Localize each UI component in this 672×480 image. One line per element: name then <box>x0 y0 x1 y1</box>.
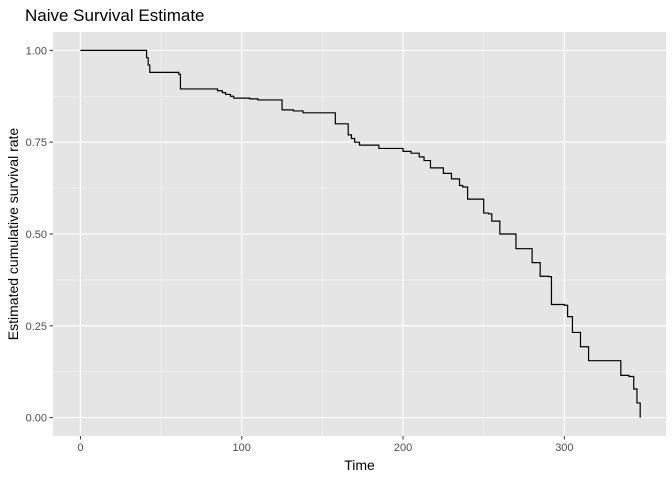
x-tick-label: 0 <box>77 442 83 454</box>
y-tick-label: 0.00 <box>26 413 47 425</box>
y-tick-label: 0.75 <box>26 137 47 149</box>
y-tick-label: 0.25 <box>26 321 47 333</box>
x-axis-title: Time <box>344 457 375 473</box>
series-group <box>80 49 641 418</box>
chart-title: Naive Survival Estimate <box>25 6 205 25</box>
x-tick-label: 100 <box>233 442 251 454</box>
x-tick-label: 200 <box>394 442 412 454</box>
axes-group: 0 100 200 300 0.00 0.25 0.50 0.75 1.00 <box>26 45 574 454</box>
survival-step-line <box>80 49 641 418</box>
y-tick-label: 1.00 <box>26 45 47 57</box>
x-tick-label: 300 <box>555 442 573 454</box>
y-axis-title: Estimated cumulative survival rate <box>5 128 21 341</box>
y-tick-label: 0.50 <box>26 229 47 241</box>
